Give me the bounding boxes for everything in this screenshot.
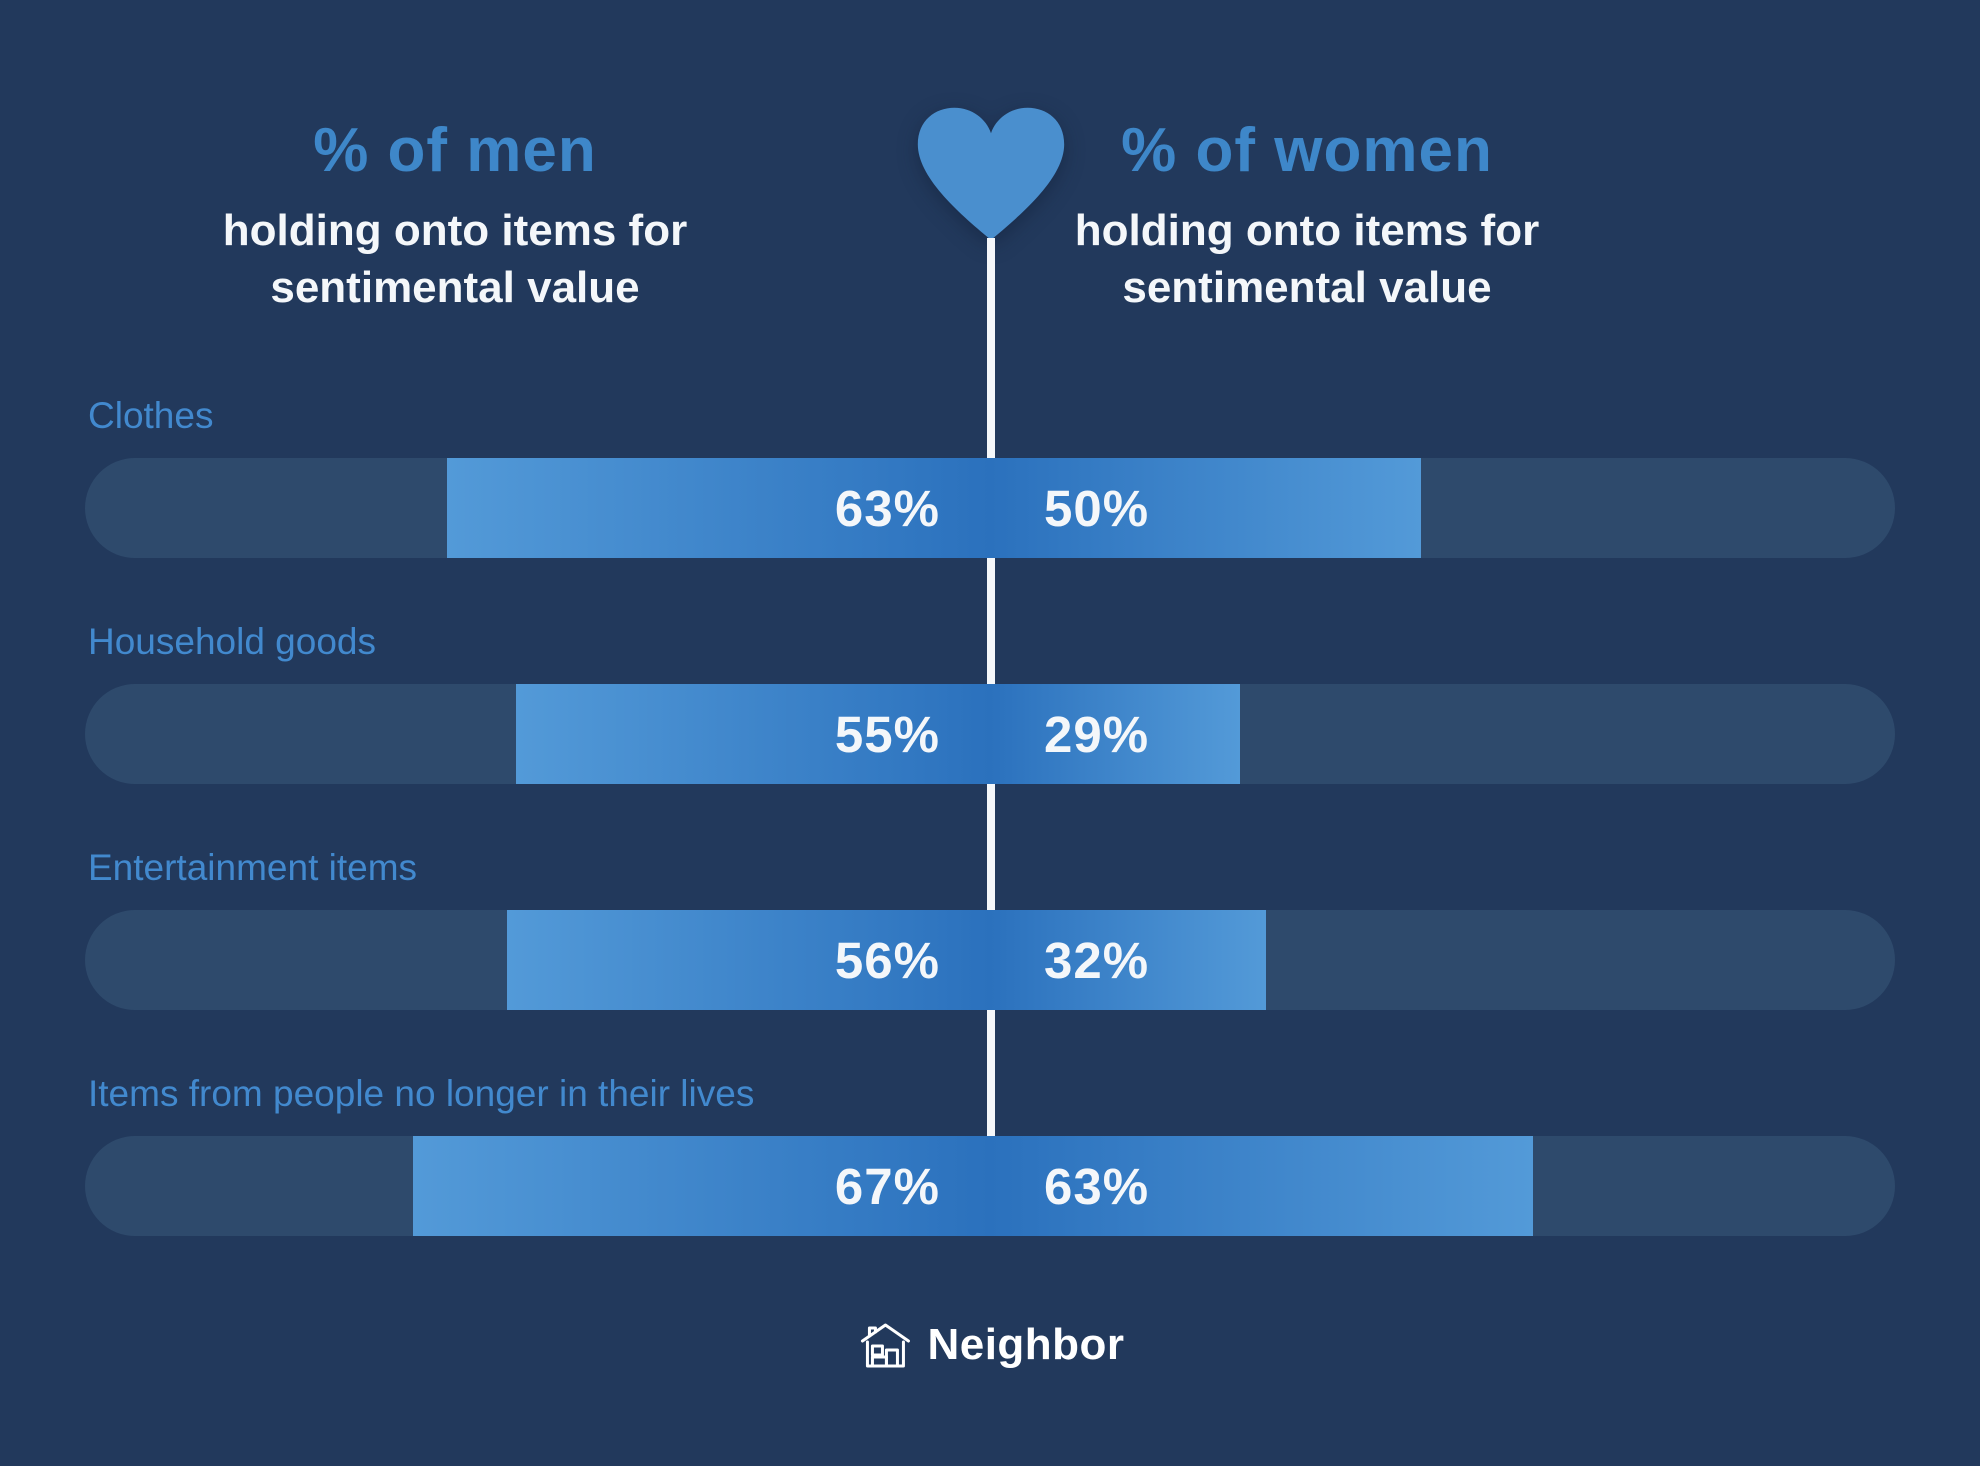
category-label: Household goods	[88, 621, 376, 662]
men-title-block: % of men holding onto items for sentimen…	[223, 118, 687, 316]
bar-track: 56% 32%	[85, 910, 1895, 1010]
men-bar-fill: 67%	[412, 1136, 990, 1236]
women-value-label: 29%	[1044, 705, 1150, 763]
men-subtitle-line2: sentimental value	[270, 263, 640, 312]
men-subtitle-line1: holding onto items for	[222, 206, 688, 255]
women-subtitle: holding onto items for sentimental value	[1075, 202, 1539, 316]
heart-icon	[917, 107, 1065, 240]
chart-rows: Clothes 63% 50% Household goods 55% 29% Entert…	[85, 392, 1895, 1296]
bar-track: 67% 63%	[85, 1136, 1895, 1236]
men-bar-fill: 56%	[507, 910, 990, 1010]
bar-track: 63% 50%	[85, 458, 1895, 558]
men-title: % of men	[313, 116, 597, 185]
women-value-label: 50%	[1044, 479, 1150, 537]
bar-track: 55% 29%	[85, 684, 1895, 784]
men-subtitle: holding onto items for sentimental value	[223, 202, 687, 316]
brand-name: Neighbor	[927, 1320, 1125, 1369]
men-bar-fill: 55%	[515, 684, 990, 784]
category-label: Items from people no longer in their liv…	[88, 1073, 755, 1114]
neighbor-house-icon	[860, 1323, 910, 1368]
chart-row: Items from people no longer in their liv…	[85, 1070, 1895, 1296]
women-value-label: 32%	[1044, 931, 1150, 989]
women-title: % of women	[1121, 116, 1493, 185]
men-bar-fill: 63%	[447, 458, 990, 558]
men-value-label: 55%	[834, 705, 940, 763]
chart-row: Household goods 55% 29%	[85, 618, 1895, 844]
category-label: Entertainment items	[88, 847, 418, 888]
chart-row: Entertainment items 56% 32%	[85, 844, 1895, 1070]
women-subtitle-line2: sentimental value	[1122, 263, 1492, 312]
men-value-label: 67%	[834, 1157, 940, 1215]
women-title-block: % of women holding onto items for sentim…	[1075, 118, 1539, 316]
women-bar-fill: 32%	[990, 910, 1266, 1010]
brand-logo: Neighbor	[859, 1320, 1124, 1370]
men-value-label: 56%	[834, 931, 940, 989]
women-value-label: 63%	[1044, 1157, 1150, 1215]
category-label: Clothes	[88, 395, 214, 436]
women-bar-fill: 63%	[990, 1136, 1533, 1236]
women-bar-fill: 50%	[990, 458, 1421, 558]
men-value-label: 63%	[834, 479, 940, 537]
women-subtitle-line1: holding onto items for	[1074, 206, 1540, 255]
chart-row: Clothes 63% 50%	[85, 392, 1895, 618]
women-bar-fill: 29%	[990, 684, 1240, 784]
